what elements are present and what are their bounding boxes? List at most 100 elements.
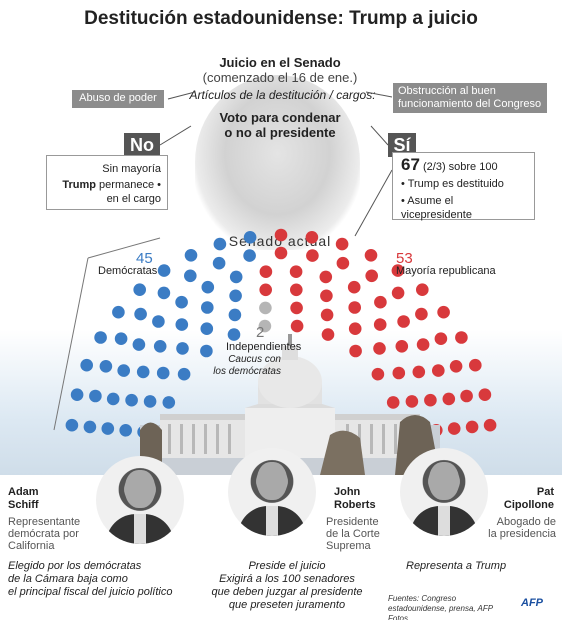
seat-dem [157, 286, 171, 300]
seat-rep [371, 367, 385, 381]
schiff-role-line3: California [8, 540, 55, 552]
cipollone-name: Pat Cipollone [498, 486, 554, 512]
sources-note: Fuentes: Congreso estadounidense, prensa… [388, 594, 493, 620]
roberts-desc-line2: Exigirá a los 100 senadores [219, 573, 355, 585]
seat-rep [391, 264, 405, 277]
vote-question: Voto para condenar o no al presidente [190, 110, 370, 140]
roberts-description: Preside el juicio Exigirá a los 100 sena… [202, 560, 372, 612]
seat-rep [320, 308, 334, 322]
seat-dem [114, 332, 128, 346]
seat-rep [386, 396, 400, 409]
seat-rep [412, 365, 426, 379]
afp-logo: AFP [521, 597, 543, 609]
caucus-line1: Caucus con [228, 354, 281, 365]
roberts-desc-line1: Preside el juicio [248, 560, 326, 572]
seat-rep [319, 270, 333, 284]
no-label: No [124, 133, 160, 157]
republicans-count: 53 [396, 250, 413, 267]
schiff-role: Representante demócrata por California [8, 516, 80, 552]
seat-rep [305, 231, 319, 244]
seat-dem [228, 308, 242, 322]
seat-rep [392, 366, 406, 380]
no-majority-text: Sin mayoría [102, 163, 161, 175]
schiff-description: Elegido por los demócratas de la Cámara … [8, 560, 208, 599]
roberts-portrait [228, 448, 316, 536]
seat-rep [469, 358, 482, 372]
seat-dem [70, 388, 84, 402]
roberts-role-line3: Suprema [326, 540, 371, 552]
vp-assumes-text: • Asume el vicepresidente [401, 195, 472, 221]
schiff-desc-line3: el principal fiscal del juicio político [8, 586, 173, 598]
republicans-label: Mayoría republicana [396, 265, 496, 277]
seat-rep [449, 360, 463, 373]
seat-rep [416, 283, 429, 297]
seat-rep [465, 420, 479, 434]
seat-dem [175, 295, 188, 309]
seat-dem [162, 396, 176, 409]
independents-count: 2 [256, 324, 265, 341]
roberts-face [257, 462, 287, 500]
roberts-role-line2: de la Corte [326, 528, 380, 540]
seat-rep [320, 289, 333, 303]
page-title: Destitución estadounidense: Trump a juic… [84, 8, 478, 29]
seat-rep [460, 389, 473, 403]
seat-dem [83, 420, 97, 434]
seat-dem [184, 249, 198, 262]
cipollone-role: Abogado de la presidencia [470, 516, 556, 540]
seat-dem [175, 318, 189, 331]
seat-dem [99, 360, 113, 373]
seat-rep [395, 340, 409, 353]
schiff-name: Adam Schiff [8, 486, 39, 512]
seat-dem [213, 237, 227, 251]
seat-rep [478, 388, 492, 402]
seat-dem [132, 338, 146, 351]
schiff-shirt [134, 514, 146, 544]
seat-dem [94, 331, 107, 344]
seat-rep [373, 318, 387, 331]
caucus-line2: los demócratas [213, 366, 281, 377]
seat-rep [391, 286, 405, 300]
seat-dem [177, 367, 191, 381]
trump-removed-text: • Trump es destituido [401, 178, 504, 190]
seat-dem [80, 358, 93, 372]
two-thirds-rule: (2/3) sobre 100 [422, 161, 498, 173]
seat-rep [335, 237, 349, 251]
seat-rep [437, 305, 450, 319]
seat-dem [112, 305, 125, 319]
seat-rep [373, 342, 386, 355]
seat-rep [442, 392, 456, 406]
seat-rep [364, 249, 378, 262]
charge-obstruction: Obstrucción al buen funcionamiento del C… [393, 83, 547, 113]
seat-rep [455, 331, 468, 344]
seat-dem [134, 307, 147, 321]
seat-dem [89, 389, 102, 403]
seat-rep [365, 269, 379, 283]
seat-rep [274, 228, 288, 242]
seat-dem [243, 231, 257, 244]
seat-dem [184, 269, 197, 283]
seat-dem [229, 270, 243, 284]
seat-rep [274, 246, 288, 260]
seat-dem [243, 249, 256, 262]
seat-rep [349, 344, 362, 358]
seat-dem [212, 256, 226, 270]
seat-dem [143, 395, 157, 408]
seat-rep [415, 307, 428, 321]
seat-dem [156, 366, 170, 380]
yes-outcome-box: 67 (2/3) sobre 100 • Trump es destituido… [392, 152, 535, 221]
seat-rep [432, 364, 445, 377]
seat-dem [152, 315, 165, 328]
schiff-role-line2: demócrata por [8, 528, 79, 540]
seat-rep [259, 283, 273, 297]
schiff-last-name: Schiff [8, 499, 39, 511]
caucus-note: Caucus con los demócratas [186, 354, 281, 378]
vote-question-line1: Voto para condenar [219, 110, 341, 125]
remains-text: permanece • [99, 179, 161, 191]
cipollone-face [429, 462, 459, 500]
seat-rep [416, 338, 430, 351]
schiff-role-line1: Representante [8, 516, 81, 528]
roberts-desc-line4: que preseten juramento [228, 599, 346, 611]
trump-background-photo [195, 75, 360, 250]
roberts-last-name: Roberts [334, 499, 376, 511]
